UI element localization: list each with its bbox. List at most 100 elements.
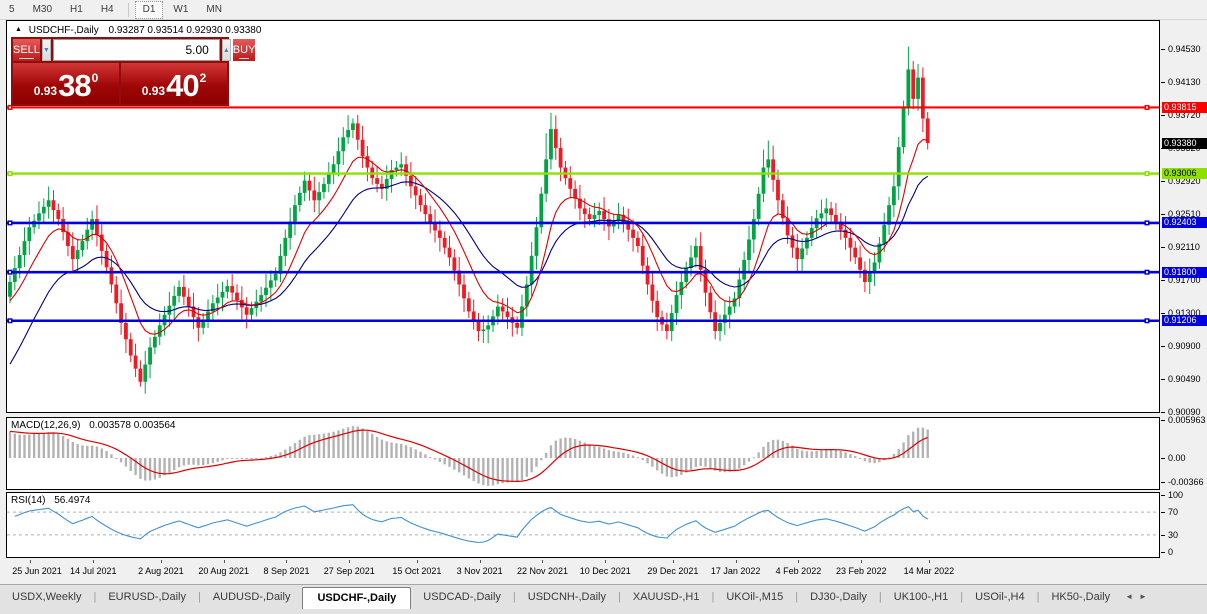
- timeframe-button-mn[interactable]: MN: [206, 3, 222, 15]
- sell-price-button[interactable]: 0.93 38 0: [13, 63, 119, 104]
- tab-dj30-daily[interactable]: DJ30-,Daily: [810, 591, 867, 603]
- timeframe-button-h1[interactable]: H1: [70, 3, 83, 15]
- date-tick-label: 22 Nov 2021: [516, 566, 568, 576]
- date-tick-label: 8 Sep 2021: [263, 566, 310, 576]
- tab-xauusd-h1[interactable]: XAUUSD-,H1: [632, 591, 700, 603]
- rsi-current-value: 56.4974: [54, 495, 91, 506]
- date-tick-mark: [479, 560, 481, 563]
- volume-input[interactable]: [52, 39, 220, 61]
- price-tick: 0.92510: [1168, 209, 1201, 220]
- price-badge-0.92403: 0.92403: [1162, 217, 1207, 229]
- date-tick-label: 20 Aug 2021: [198, 566, 249, 576]
- price-badge-0.91206: 0.91206: [1162, 315, 1207, 327]
- toolbar-separator: [127, 2, 129, 17]
- sell-price-main: 38: [58, 68, 91, 103]
- tab-uk100-h1[interactable]: UK100-,H1: [893, 591, 949, 603]
- date-tick-label: 27 Sep 2021: [323, 566, 375, 576]
- rsi-indicator-pane[interactable]: RSI(14) 56.4974: [6, 492, 1160, 558]
- tab-eurusd-daily[interactable]: EURUSD-,Daily: [108, 591, 186, 603]
- tab-usdchf-daily[interactable]: USDCHF-,Daily: [302, 587, 412, 609]
- price-tick: 0.92920: [1168, 175, 1201, 186]
- timeframe-button-w1[interactable]: W1: [173, 3, 189, 15]
- symbol-label: USDCHF-,Daily: [28, 25, 99, 36]
- tab-separator: |: [960, 591, 964, 603]
- macd-tick-mark: [1161, 458, 1165, 459]
- timeframe-button-h4[interactable]: H4: [100, 3, 114, 15]
- rsi-tick-mark: [1161, 495, 1165, 496]
- macd-tick-mark: [1161, 481, 1165, 483]
- tab-ukoil-m15[interactable]: UKOil-,M15: [726, 591, 784, 603]
- date-tick-label: 14 Mar 2022: [903, 566, 955, 576]
- price-tick: 0.92110: [1168, 241, 1200, 252]
- price-tick-mark: [1161, 313, 1165, 315]
- date-tick-label: 4 Feb 2022: [775, 566, 822, 576]
- moving-averages-layer: [9, 139, 929, 365]
- timeframe-button-5[interactable]: 5: [9, 3, 15, 15]
- date-tick-mark: [928, 560, 930, 563]
- volume-decrease-button[interactable]: ▼: [41, 39, 51, 61]
- date-tick-mark: [542, 560, 544, 563]
- date-tick-label: 10 Dec 2021: [579, 566, 631, 576]
- candles-layer: [8, 46, 930, 394]
- macd-indicator-pane[interactable]: MACD(12,26,9) 0.003578 0.003564: [6, 417, 1160, 490]
- chart-tab-bar: USDX,Weekly | EURUSD-,Daily | AUDUSD-,Daily U…: [0, 584, 1207, 614]
- collapse-triangle-icon[interactable]: ▲: [15, 26, 22, 33]
- buy-button[interactable]: BUY: [232, 39, 256, 61]
- macd-tick-mark: [1161, 420, 1165, 421]
- tab-usoil-h4[interactable]: USOil-,H4: [975, 591, 1025, 603]
- price-tick-mark: [1161, 345, 1165, 347]
- date-tick-mark: [349, 560, 351, 563]
- price-tick: 0.91700: [1168, 275, 1201, 286]
- date-tick-mark: [223, 560, 225, 563]
- price-axis[interactable]: 0.945300.941300.937200.933200.929200.925…: [1161, 20, 1207, 558]
- volume-increase-button[interactable]: ▲: [221, 39, 231, 61]
- sell-price-pip: 0: [91, 71, 99, 85]
- date-tick-mark: [605, 560, 607, 563]
- price-tick: 0.90900: [1168, 340, 1201, 351]
- tab-usdcnh-daily[interactable]: USDCNH-,Daily: [527, 591, 607, 603]
- symbol-ohlc-header: ▲ USDCHF-,Daily 0.93287 0.93514 0.92930 …: [15, 25, 261, 36]
- date-axis[interactable]: 25 Jun 2021 14 Jul 2021 2 Aug 2021 20 Aug 2…: [6, 560, 1160, 582]
- timeframe-button-d1[interactable]: D1: [134, 0, 164, 19]
- rsi-chart: [7, 504, 1159, 544]
- horizontal-levels-layer[interactable]: [7, 104, 1159, 324]
- buy-price-button[interactable]: 0.93 40 2: [121, 63, 227, 104]
- tab-scroll-left-icon[interactable]: ◄: [1125, 592, 1134, 601]
- macd-histogram: [8, 426, 929, 486]
- macd-name: MACD(12,26,9): [11, 420, 81, 431]
- date-tick-label: 17 Jan 2022: [710, 566, 761, 576]
- price-tick: 0.90090: [1168, 407, 1201, 417]
- tab-usdcad-daily[interactable]: USDCAD-,Daily: [423, 591, 501, 603]
- tab-scroll-right-icon[interactable]: ►: [1139, 592, 1147, 601]
- date-tick-label: 2 Aug 2021: [138, 566, 184, 576]
- date-tick-mark: [861, 560, 863, 563]
- macd-header: MACD(12,26,9) 0.003578 0.003564: [11, 420, 175, 431]
- price-tick-mark: [1161, 246, 1165, 248]
- sell-price-prefix: 0.93: [33, 84, 58, 98]
- tab-separator: |: [512, 591, 516, 603]
- price-tick: 0.91300: [1168, 308, 1201, 319]
- macd-tick: 0.00: [1168, 453, 1186, 463]
- tab-separator: |: [795, 591, 799, 603]
- ohlc-values: 0.93287 0.93514 0.92930 0.93380: [108, 25, 262, 36]
- macd-signal-line: [9, 429, 928, 483]
- tab-usdx-weekly[interactable]: USDX,Weekly: [12, 591, 82, 603]
- date-tick-label: 25 Jun 2021: [12, 566, 62, 576]
- price-badge-0.91800: 0.91800: [1162, 266, 1207, 278]
- date-tick-mark: [286, 560, 288, 563]
- date-tick-label: 3 Nov 2021: [456, 566, 503, 576]
- price-tick: 0.94130: [1168, 76, 1201, 87]
- macd-current-values: 0.003578 0.003564: [89, 420, 176, 431]
- candlestick-chart[interactable]: [7, 21, 1159, 412]
- sell-button[interactable]: SELL: [13, 39, 40, 61]
- date-tick-mark: [93, 560, 95, 563]
- main-chart-pane[interactable]: ▲ USDCHF-,Daily 0.93287 0.93514 0.92930 …: [6, 20, 1160, 413]
- buy-price-main: 40: [166, 68, 199, 103]
- tab-hk50-daily[interactable]: HK50-,Daily: [1051, 591, 1111, 603]
- tab-separator: |: [878, 591, 882, 603]
- tab-separator: |: [1036, 591, 1040, 603]
- tab-separator: |: [618, 591, 621, 603]
- timeframe-button-m30[interactable]: M30: [32, 3, 53, 15]
- tab-audusd-daily[interactable]: AUDUSD-,Daily: [212, 591, 291, 603]
- price-tick-mark: [1161, 115, 1165, 117]
